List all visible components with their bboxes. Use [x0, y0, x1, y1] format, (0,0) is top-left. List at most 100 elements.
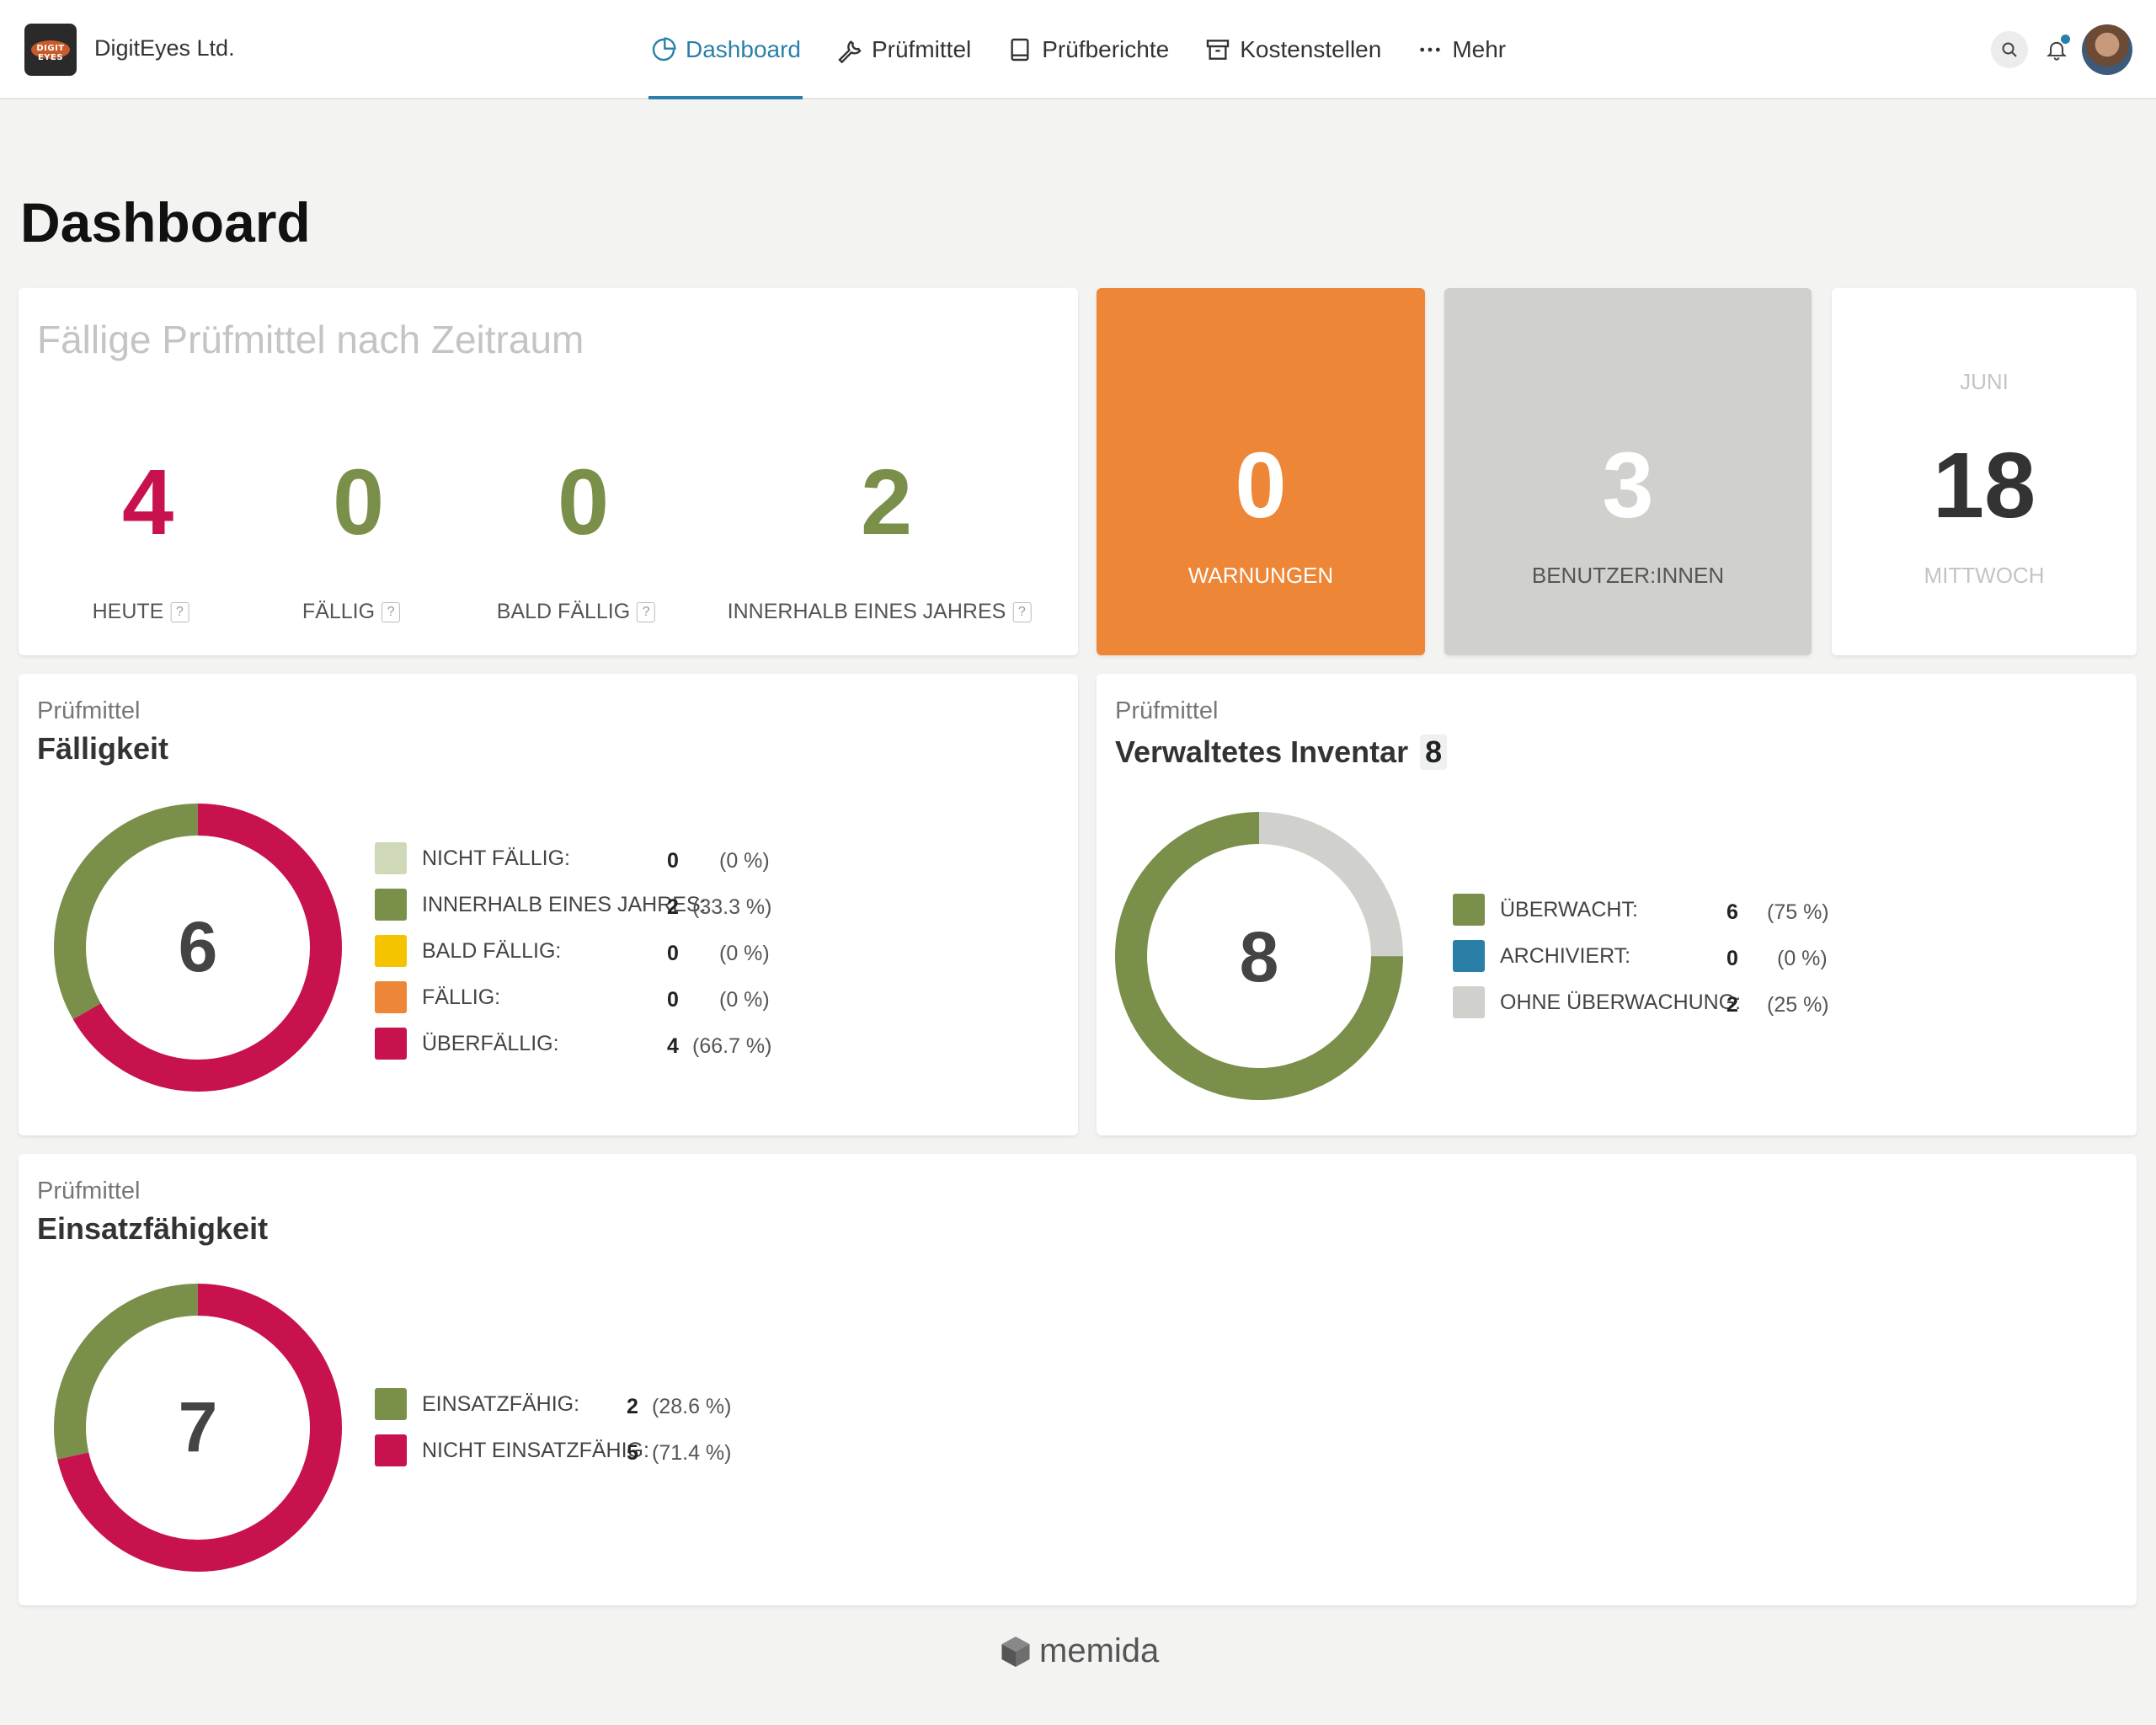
stat-faellig[interactable]: 0 — [333, 457, 384, 549]
legend-pct: (66.7 %) — [692, 1034, 772, 1058]
stat-today[interactable]: 4 — [122, 451, 174, 554]
stat-within-year[interactable]: 2 — [861, 451, 913, 554]
legend-label: BALD FÄLLIG: — [422, 938, 562, 963]
legend-swatch — [375, 842, 407, 874]
help-icon[interactable]: ? — [170, 601, 189, 622]
company-logo[interactable]: DIGIT EYES — [24, 24, 77, 76]
faelligkeit-segment-overdue[interactable] — [54, 804, 342, 1092]
legend-ueberfaellig[interactable]: ÜBERFÄLLIG: — [375, 1028, 559, 1060]
nav-dashboard-label: Dashboard — [686, 36, 801, 62]
bell-icon — [2047, 41, 2067, 61]
legend-ohne-ueberwachung[interactable]: OHNE ÜBERWACHUNG: — [1453, 986, 1741, 1018]
footer-brand-text: memida — [1039, 1632, 1160, 1669]
faelligkeit-title: Fälligkeit — [37, 731, 169, 766]
nav-kostenstellen[interactable]: Kostenstellen — [1203, 0, 1383, 99]
stat-bald-faellig-value: 0 — [558, 451, 610, 554]
legend-pct: (0 %) — [719, 988, 770, 1012]
legend-faellig[interactable]: FÄLLIG: — [375, 981, 500, 1013]
help-icon[interactable]: ? — [637, 601, 656, 622]
legend-nicht-einsatzfaehig[interactable]: NICHT EINSATZFÄHIG: — [375, 1434, 649, 1466]
legend-swatch — [1453, 894, 1485, 926]
legend-pct: (0 %) — [1777, 947, 1828, 970]
einsatz-subtitle: Prüfmittel — [37, 1178, 141, 1204]
help-icon[interactable]: ? — [1012, 601, 1032, 622]
legend-label: FÄLLIG: — [422, 985, 501, 1009]
legend-einsatzfaehig[interactable]: EINSATZFÄHIG: — [375, 1388, 579, 1420]
einsatz-donut — [54, 1284, 342, 1572]
page-title: Dashboard — [20, 191, 311, 254]
nav-dashboard[interactable]: Dashboard — [648, 0, 803, 99]
legend-pct: (71.4 %) — [652, 1441, 732, 1465]
stat-today-label: HEUTE ? — [93, 600, 189, 624]
legend-count: 2 — [627, 1395, 638, 1418]
stat-within-year-value: 2 — [861, 451, 913, 554]
wrench-icon — [838, 40, 862, 63]
stat-bald-faellig[interactable]: 0 — [558, 451, 610, 554]
stat-today-value: 4 — [122, 451, 174, 554]
legend-count: 0 — [667, 849, 679, 873]
footer-brand: memida — [1001, 1632, 1159, 1670]
legend-nicht-faellig[interactable]: NICHT FÄLLIG: — [375, 842, 570, 874]
nav-pruefmittel[interactable]: Prüfmittel — [835, 0, 973, 99]
notification-dot — [2061, 35, 2070, 44]
help-icon[interactable]: ? — [382, 601, 401, 622]
book-icon — [1011, 38, 1029, 61]
inventar-title-row: Verwaltetes Inventar 8 — [1115, 734, 1448, 770]
inventar-segment-ohne[interactable] — [1115, 812, 1403, 1100]
cube-logo-icon — [1001, 1636, 1030, 1667]
date-tile: JUNI 18 MITTWOCH — [1832, 288, 2137, 655]
legend-label: EINSATZFÄHIG: — [422, 1391, 580, 1416]
nav-pruefberichte[interactable]: Prüfberichte — [1005, 0, 1171, 99]
legend-label: OHNE ÜBERWACHUNG: — [1500, 990, 1742, 1014]
legend-label: ARCHIVIERT: — [1500, 943, 1631, 968]
faelligkeit-total: 6 — [178, 907, 218, 986]
users-count: 3 — [1602, 434, 1654, 537]
legend-label: INNERHALB EINES JAHRES: — [422, 892, 707, 916]
nav-kostenstellen-label: Kostenstellen — [1240, 36, 1382, 62]
label-text: INNERHALB EINES JAHRES — [727, 600, 1006, 623]
users-label: BENUTZER:INNEN — [1531, 563, 1725, 588]
company-name: DigitEyes Ltd. — [94, 35, 235, 61]
legend-swatch — [375, 981, 407, 1013]
warnings-tile[interactable]: 0 WARNUNGEN — [1097, 288, 1425, 655]
users-tile[interactable]: 3 BENUTZER:INNEN — [1444, 288, 1812, 655]
stat-within-year-label: INNERHALB EINES JAHRES ? — [728, 600, 1032, 624]
einsatz-total: 7 — [178, 1387, 218, 1466]
faelligkeit-subtitle: Prüfmittel — [37, 697, 141, 724]
inventar-title: Verwaltetes Inventar — [1115, 734, 1409, 769]
inventar-card: Prüfmittel Verwaltetes Inventar 8 8 ÜBERW… — [1097, 674, 2137, 1135]
stat-bald-faellig-label: BALD FÄLLIG ? — [496, 600, 656, 624]
top-navigation-bar: DIGIT EYES DigitEyes Ltd. Dashboard Prüf… — [0, 0, 2156, 99]
inventar-total: 8 — [1239, 917, 1279, 996]
legend-innerhalb-jahr[interactable]: INNERHALB EINES JAHRES: — [375, 889, 707, 921]
legend-count: 4 — [667, 1034, 679, 1058]
legend-archiviert[interactable]: ARCHIVIERT: — [1453, 940, 1630, 972]
legend-count: 6 — [1726, 900, 1738, 924]
date-day: 18 — [1932, 434, 2036, 537]
faelligkeit-card: Prüfmittel Fälligkeit 6 NICHT FÄLLIG: 0 … — [19, 674, 1078, 1135]
label-text: BALD FÄLLIG — [496, 600, 631, 623]
legend-swatch — [375, 889, 407, 921]
faelligkeit-donut — [54, 804, 342, 1092]
legend-pct: (0 %) — [719, 849, 770, 873]
legend-swatch — [375, 1388, 407, 1420]
inventar-donut — [1115, 812, 1403, 1100]
nav-mehr[interactable]: Mehr — [1415, 0, 1508, 99]
user-avatar[interactable] — [2082, 24, 2132, 75]
legend-ueberwacht[interactable]: ÜBERWACHT: — [1453, 894, 1638, 926]
einsatz-segment-nicht[interactable] — [54, 1284, 342, 1572]
legend-swatch — [1453, 986, 1485, 1018]
legend-bald-faellig[interactable]: BALD FÄLLIG: — [375, 935, 561, 967]
legend-pct: (75 %) — [1767, 900, 1829, 924]
nav-pruefberichte-label: Prüfberichte — [1042, 36, 1170, 62]
notifications-button[interactable] — [2038, 31, 2075, 68]
legend-swatch — [375, 935, 407, 967]
archive-box-icon — [1207, 40, 1230, 60]
due-by-period-title: Fällige Prüfmittel nach Zeitraum — [37, 318, 584, 361]
search-button[interactable] — [1991, 31, 2028, 68]
legend-pct: (28.6 %) — [652, 1395, 732, 1418]
legend-count: 0 — [1726, 947, 1738, 970]
legend-label: NICHT EINSATZFÄHIG: — [422, 1438, 649, 1462]
pie-chart-icon — [652, 37, 676, 61]
legend-count: 2 — [667, 895, 679, 919]
